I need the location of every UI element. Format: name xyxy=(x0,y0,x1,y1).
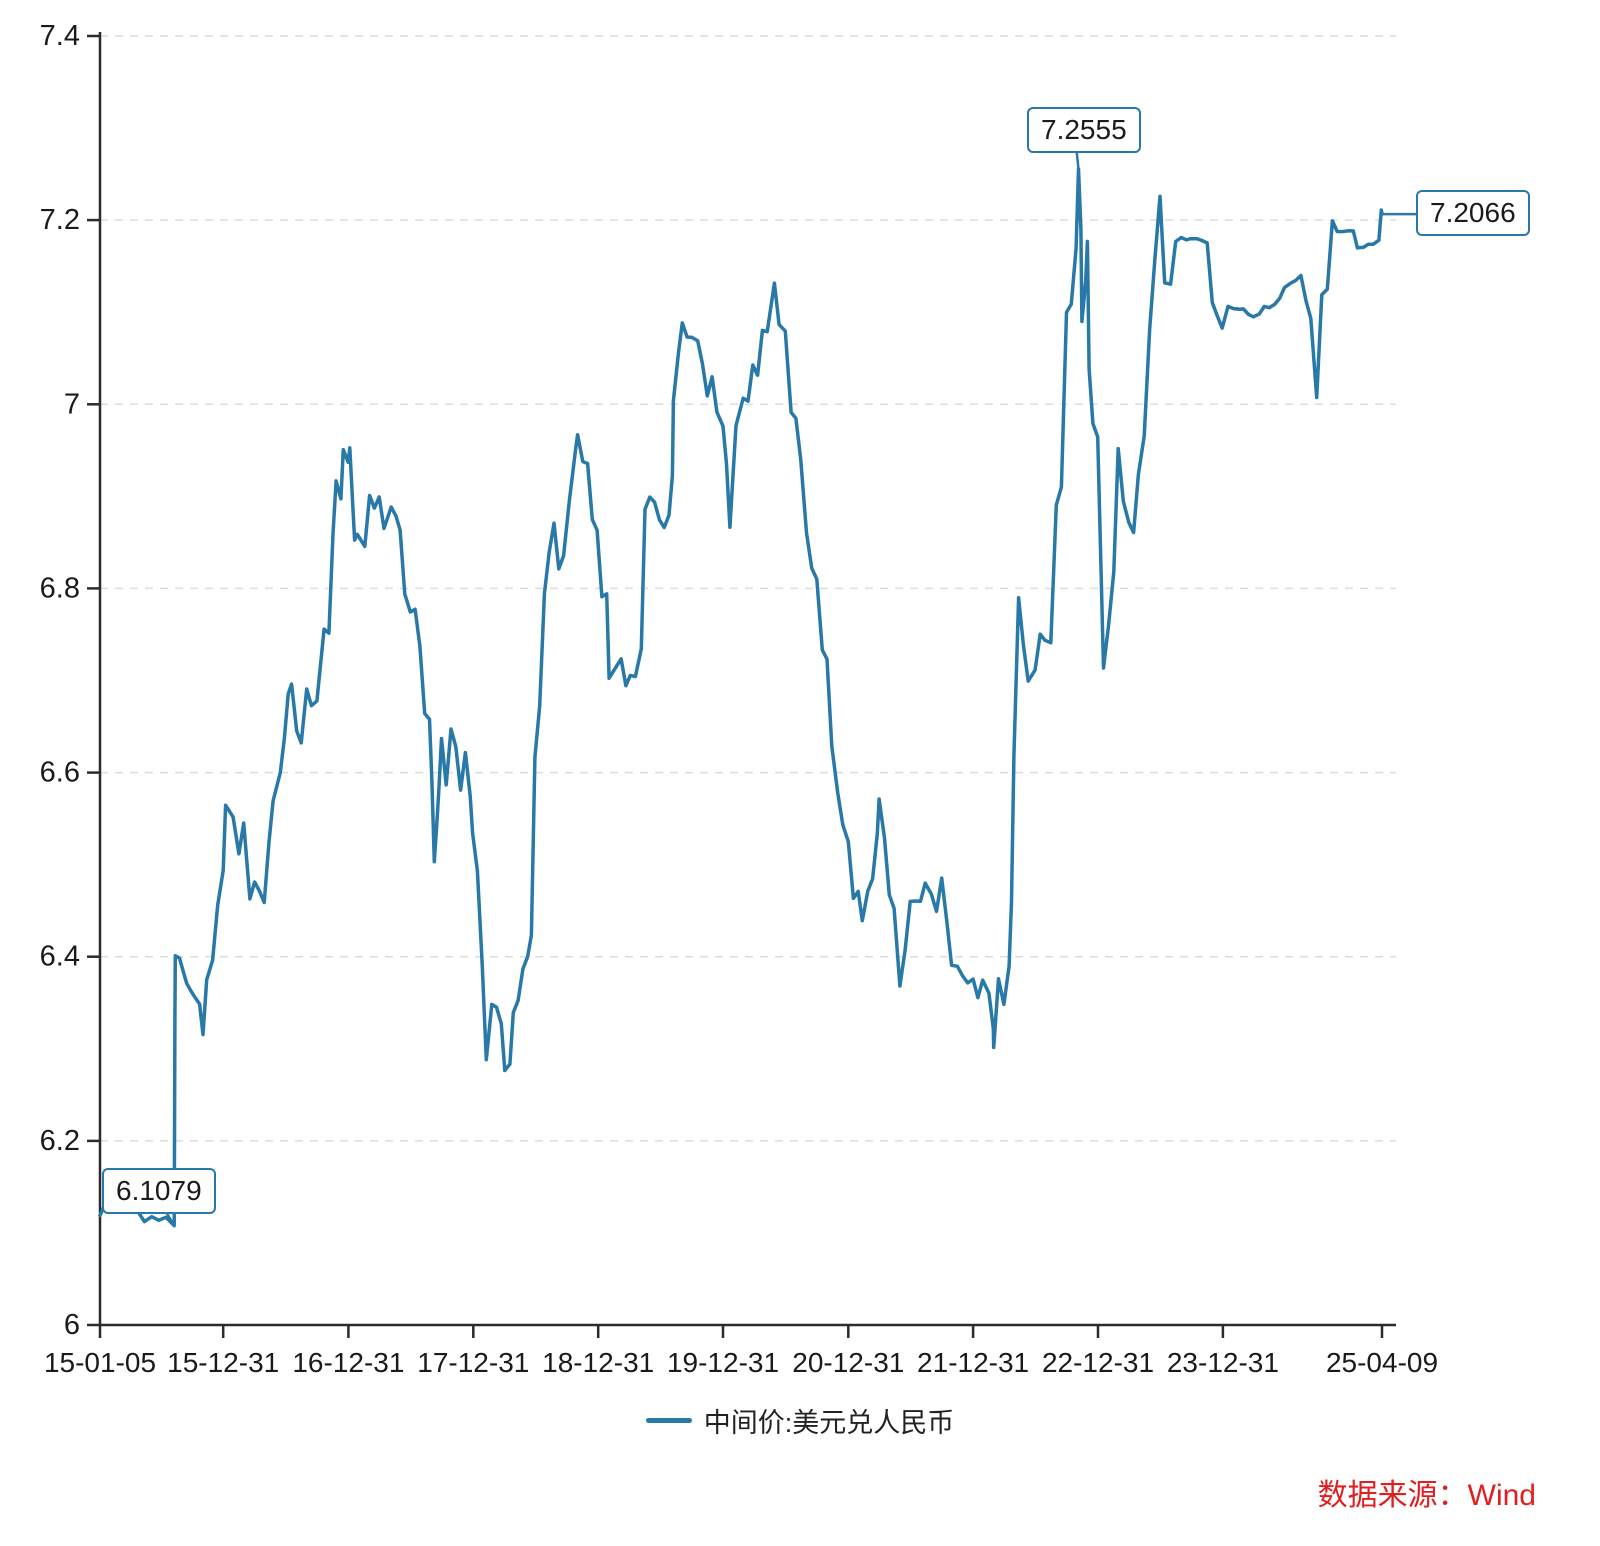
x-tick-label: 20-12-31 xyxy=(792,1347,904,1378)
x-tick-label: 17-12-31 xyxy=(417,1347,529,1378)
y-tick-label: 7.2 xyxy=(40,204,80,236)
x-tick-label: 16-12-31 xyxy=(292,1347,404,1378)
annotation-callout: 6.1079 xyxy=(102,1168,216,1215)
annotation-callout: 7.2066 xyxy=(1416,190,1530,237)
y-tick-label: 6.4 xyxy=(40,941,80,973)
y-tick-label: 6 xyxy=(64,1309,80,1341)
y-tick-label: 7 xyxy=(64,388,80,420)
annotation-callout: 7.2555 xyxy=(1027,107,1141,154)
legend-line-swatch xyxy=(645,1417,692,1423)
legend: 中间价:美元兑人民币 xyxy=(0,1402,1600,1438)
x-tick-label: 22-12-31 xyxy=(1042,1347,1154,1378)
legend-label: 中间价:美元兑人民币 xyxy=(703,1407,955,1438)
x-tick-label: 15-12-31 xyxy=(167,1347,279,1378)
x-tick-label: 21-12-31 xyxy=(917,1347,1029,1378)
series-line xyxy=(98,167,1384,1228)
x-tick-label: 15-01-05 xyxy=(44,1347,156,1378)
source-note: 数据来源：Wind xyxy=(1317,1479,1536,1512)
x-tick-label: 25-04-09 xyxy=(1326,1347,1438,1378)
y-tick-label: 7.4 xyxy=(40,20,80,52)
y-tick-label: 6.8 xyxy=(40,572,80,604)
x-tick-label: 18-12-31 xyxy=(542,1347,654,1378)
x-tick-label: 19-12-31 xyxy=(667,1347,779,1378)
x-tick-label: 23-12-31 xyxy=(1167,1347,1279,1378)
y-tick-label: 6.6 xyxy=(40,757,80,789)
y-tick-label: 6.2 xyxy=(40,1125,80,1157)
